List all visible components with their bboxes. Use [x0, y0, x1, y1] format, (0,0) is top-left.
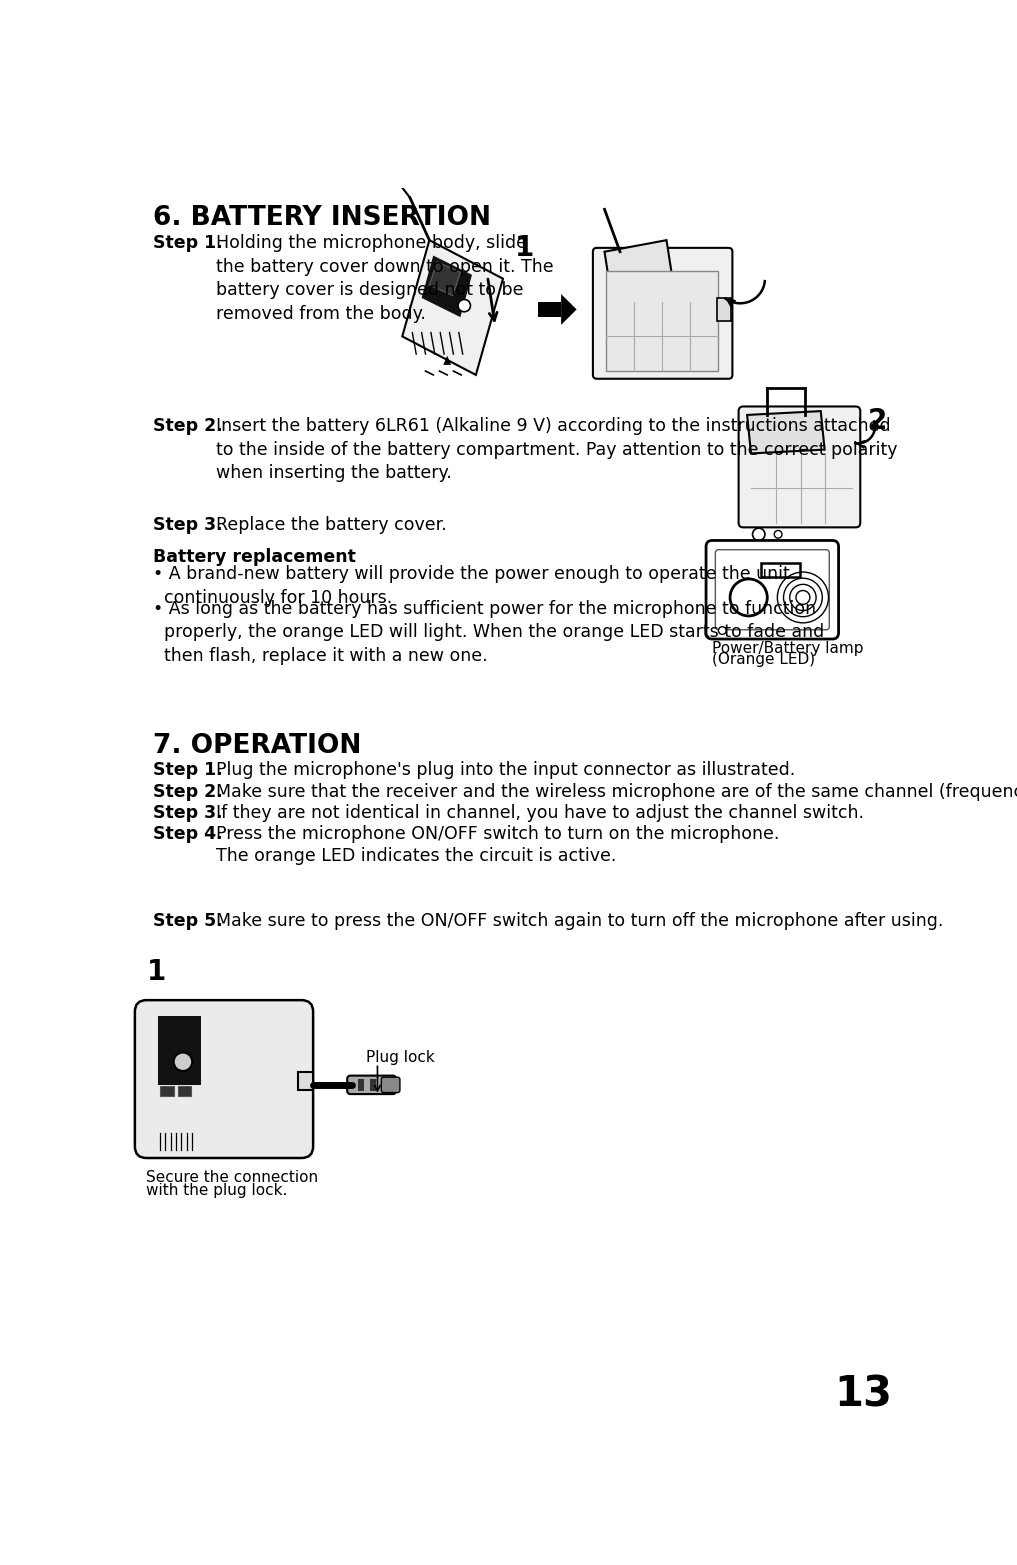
Polygon shape	[443, 355, 452, 365]
Text: 1: 1	[515, 235, 534, 261]
Polygon shape	[403, 239, 503, 376]
Circle shape	[774, 531, 782, 538]
Bar	[160, 1086, 174, 1097]
Text: Step 1.: Step 1.	[153, 762, 223, 779]
FancyBboxPatch shape	[347, 1075, 396, 1094]
FancyBboxPatch shape	[381, 1077, 400, 1092]
Polygon shape	[747, 412, 825, 454]
Bar	[370, 1078, 376, 1091]
Text: If they are not identical in channel, you have to adjust the channel switch.: If they are not identical in channel, yo…	[217, 804, 864, 822]
Bar	[178, 1086, 191, 1097]
Text: Step 4.: Step 4.	[153, 825, 223, 844]
Circle shape	[718, 626, 726, 634]
Text: Step 1.: Step 1.	[153, 235, 223, 252]
Bar	[606, 271, 718, 371]
Polygon shape	[429, 261, 461, 296]
Text: with the plug lock.: with the plug lock.	[146, 1183, 288, 1197]
Text: Plug the microphone's plug into the input connector as illustrated.: Plug the microphone's plug into the inpu…	[217, 762, 795, 779]
FancyBboxPatch shape	[593, 247, 732, 379]
Text: 1: 1	[146, 958, 166, 986]
Text: • As long as the battery has sufficient power for the microphone to function
  p: • As long as the battery has sufficient …	[153, 599, 824, 665]
Text: Replace the battery cover.: Replace the battery cover.	[217, 516, 447, 534]
Text: (Orange LED): (Orange LED)	[712, 653, 816, 667]
Text: Power/Battery lamp: Power/Battery lamp	[712, 640, 863, 656]
Text: Step 3.: Step 3.	[153, 516, 223, 534]
Bar	[761, 563, 799, 576]
Polygon shape	[604, 239, 674, 302]
Text: Insert the battery 6LR61 (Alkaline 9 V) according to the instructions attached
t: Insert the battery 6LR61 (Alkaline 9 V) …	[217, 418, 898, 482]
FancyBboxPatch shape	[135, 1000, 313, 1158]
Text: The orange LED indicates the circuit is active.: The orange LED indicates the circuit is …	[217, 847, 616, 865]
FancyBboxPatch shape	[738, 407, 860, 527]
FancyBboxPatch shape	[706, 540, 839, 639]
Text: Step 2.: Step 2.	[153, 782, 223, 801]
Text: 13: 13	[834, 1374, 892, 1416]
Text: Holding the microphone body, slide
the battery cover down to open it. The
batter: Holding the microphone body, slide the b…	[217, 235, 554, 322]
Circle shape	[458, 299, 471, 311]
Bar	[158, 1016, 200, 1085]
Polygon shape	[422, 255, 472, 318]
Text: • A brand-new battery will provide the power enough to operate the unit
  contin: • A brand-new battery will provide the p…	[153, 565, 789, 607]
Text: Press the microphone ON/OFF switch to turn on the microphone.: Press the microphone ON/OFF switch to tu…	[217, 825, 780, 844]
Text: Step 5.: Step 5.	[153, 911, 223, 930]
Bar	[298, 1072, 313, 1091]
Text: Secure the connection: Secure the connection	[146, 1169, 318, 1185]
Circle shape	[753, 527, 765, 540]
Polygon shape	[538, 302, 561, 318]
Bar	[358, 1078, 364, 1091]
Text: Step 2.: Step 2.	[153, 418, 223, 435]
Bar	[717, 297, 731, 321]
Text: Plug lock: Plug lock	[366, 1050, 434, 1066]
Circle shape	[174, 1053, 192, 1070]
Text: Make sure that the receiver and the wireless microphone are of the same channel : Make sure that the receiver and the wire…	[217, 782, 1017, 801]
Text: 6. BATTERY INSERTION: 6. BATTERY INSERTION	[153, 205, 490, 230]
Text: 2: 2	[868, 407, 887, 435]
Text: Battery replacement: Battery replacement	[153, 548, 356, 567]
Polygon shape	[561, 294, 577, 326]
Circle shape	[730, 579, 767, 617]
Text: Make sure to press the ON/OFF switch again to turn off the microphone after usin: Make sure to press the ON/OFF switch aga…	[217, 911, 944, 930]
Text: 7. OPERATION: 7. OPERATION	[153, 732, 361, 759]
Text: Step 3.: Step 3.	[153, 804, 223, 822]
